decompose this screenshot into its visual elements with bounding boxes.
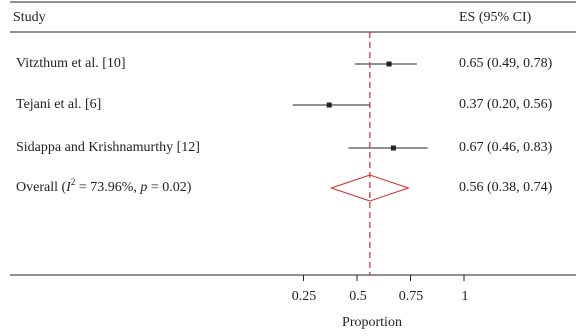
study-label: Tejani et al. [6] xyxy=(16,97,102,112)
x-axis-label: Proportion xyxy=(342,315,402,330)
overall-label: Overall (I2 = 73.96%, p = 0.02) xyxy=(16,177,192,196)
x-tick-label: 0.25 xyxy=(291,289,317,304)
point-estimate xyxy=(386,61,392,67)
overall-es-text: 0.56 (0.38, 0.74) xyxy=(459,180,553,195)
study-es-text: 0.65 (0.49, 0.78) xyxy=(459,56,553,71)
study-label: Vitzthum et al. [10] xyxy=(16,56,126,71)
x-tick-label: 1 xyxy=(461,289,469,304)
overall-diamond xyxy=(329,174,410,202)
i2-power: 2 xyxy=(70,177,76,187)
es-column-header: ES (95% CI) xyxy=(459,10,532,25)
study-es-text: 0.67 (0.46, 0.83) xyxy=(459,140,553,155)
x-tick-label: 0.5 xyxy=(349,289,367,304)
x-tick-label: 0.75 xyxy=(398,289,424,304)
study-column-header: Study xyxy=(13,10,46,25)
study-es-text: 0.37 (0.20, 0.56) xyxy=(459,97,553,112)
point-estimate xyxy=(326,102,332,108)
i2-symbol: I xyxy=(66,180,71,195)
study-label: Sidappa and Krishnamurthy [12] xyxy=(16,140,200,155)
p-symbol: p xyxy=(140,180,148,195)
point-estimate xyxy=(390,145,396,151)
